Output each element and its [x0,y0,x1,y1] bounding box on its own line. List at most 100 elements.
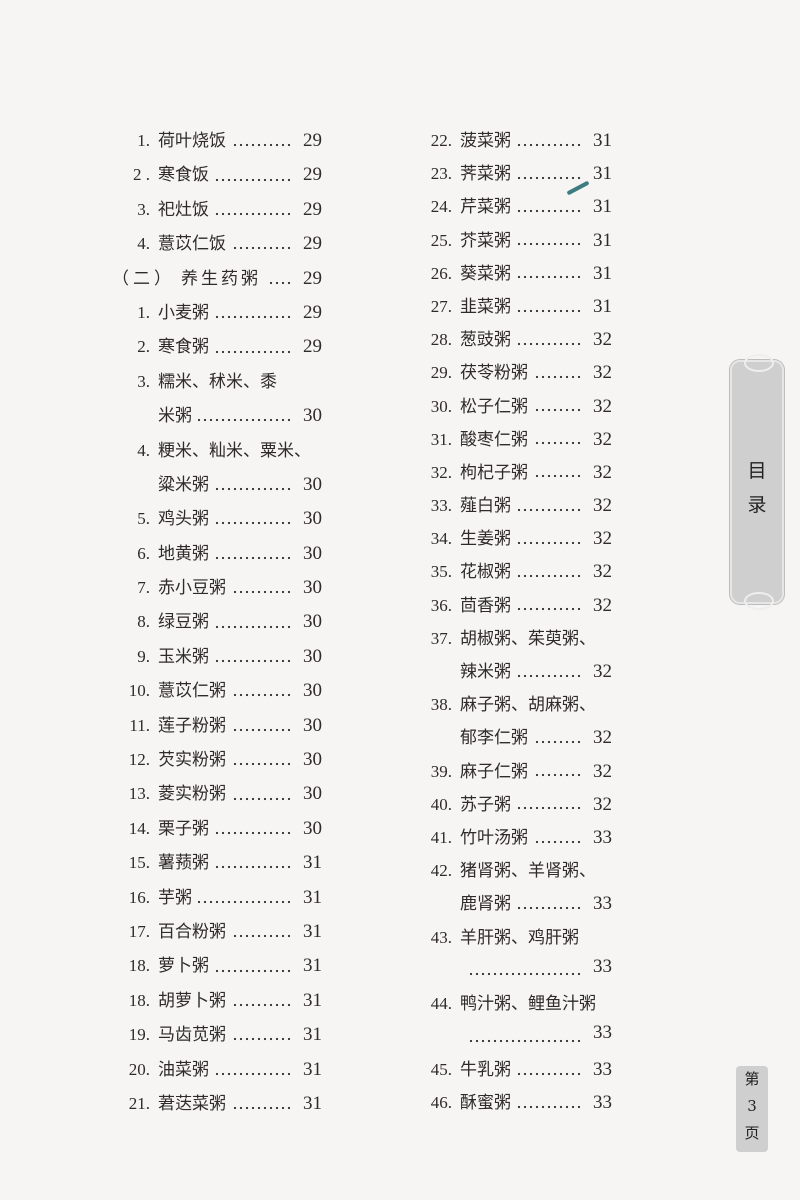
entry-page: 30 [303,645,322,667]
entry-number: 13. [128,784,150,804]
entry-page: 30 [303,817,322,839]
entry-number: 2. [137,337,150,357]
dot-leader [215,659,292,664]
entry-title: 葵菜粥 [460,263,511,284]
page-prefix: 第 [744,1070,760,1088]
dot-leader [232,1037,292,1042]
entry-title: 胡萝卜粥 [158,990,226,1011]
entry-title: 地黄粥 [158,543,209,564]
toc-entry: 43. 羊肝粥、鸡肝粥 [412,923,612,956]
dot-leader [215,1071,292,1076]
dot-leader [517,905,582,910]
entry-number: 1. [137,131,150,150]
page-number: 第 3 页 [736,1066,768,1152]
entry-number: 10. [128,681,150,701]
entry-number: 18. [128,990,150,1010]
entry-title: 鹿肾粥 [460,894,511,915]
entry-number: 8. [137,612,150,632]
entry-page: 29 [303,164,322,186]
toc-entry: 粱米粥 30 [158,470,322,504]
entry-page: 30 [303,714,322,736]
dot-leader [215,315,292,320]
toc-entry: 4. 薏苡仁饭 29 [100,229,322,263]
entry-number: 45. [430,1060,452,1080]
toc-entry: 45. 牛乳粥 33 [412,1055,612,1088]
entry-page: 33 [593,1092,612,1114]
toc-entry: 29. 茯苓粉粥 32 [412,358,612,391]
toc-entry: 13. 菱实粉粥 30 [100,779,322,813]
entry-page: 33 [593,955,612,977]
dot-leader [232,796,292,801]
entry-number: 2 . [133,165,150,185]
entry-title: 玉米粥 [158,646,209,667]
entry-page: 30 [303,749,322,771]
toc-entry: 1. 荷叶烧饭 29 [100,126,322,160]
entry-number: 26. [430,263,452,283]
entry-number: 43. [430,927,452,947]
toc-entry: 24. 芹菜粥 31 [412,192,612,225]
toc-entry: 36. 茴香粥 32 [412,591,612,624]
entry-number: 46. [430,1093,452,1113]
section-tab-title: 目 录 [732,454,782,522]
entry-number: 4. [137,234,150,254]
page-number-value: 3 [747,1097,757,1115]
dot-leader [215,521,292,526]
entry-number: 14. [128,818,150,838]
entry-page: 32 [593,329,612,351]
entry-number: 4. [137,440,150,460]
entry-title: 鸭汁粥、鲤鱼汁粥 [460,993,596,1014]
toc-entry: 11. 莲子粉粥 30 [100,711,322,745]
entry-page: 32 [593,461,612,483]
toc-entry: 41. 竹叶汤粥 33 [412,823,612,856]
entry-title: 绿豆粥 [158,612,209,633]
dot-leader [232,693,292,698]
toc-entry: 46. 酥蜜粥 33 [412,1088,612,1121]
dot-leader [215,865,292,870]
toc-entry: 32. 枸杞子粥 32 [412,458,612,491]
entry-page: 31 [593,163,612,185]
entry-number: 27. [430,296,452,316]
section-heading: （二） [112,268,175,289]
dot-leader [534,374,582,379]
entry-page: 29 [303,233,322,255]
toc-entry: 23. 荠菜粥 31 [412,159,612,192]
entry-title: 芹菜粥 [460,197,511,218]
entry-title: 辣米粥 [460,662,511,682]
toc-entry: 37. 胡椒粥、茱萸粥、 [412,624,612,657]
section-tab: 目 录 [730,354,784,610]
entry-number: 7. [137,578,150,598]
entry-number: 23. [430,164,452,184]
entry-page: 30 [303,405,322,427]
entry-number: 15. [128,853,150,873]
entry-title: 栗子粥 [158,818,209,839]
entry-number: 44. [430,993,452,1013]
entry-number: 34. [430,529,452,549]
entry-number: 12. [128,750,150,770]
entry-title: 羊肝粥、鸡肝粥 [460,927,579,948]
dot-leader [517,540,582,545]
dot-leader [517,341,582,346]
toc-entry: 35. 花椒粥 32 [412,557,612,590]
entry-title: 芡实粉粥 [158,750,226,771]
toc-entry: 42. 猪肾粥、羊肾粥、 [412,856,612,889]
entry-number: 17. [128,921,150,941]
entry-number: 37. [430,628,452,648]
entry-page: 30 [303,783,322,805]
entry-page: 29 [303,130,322,151]
dot-leader [215,555,292,560]
entry-number: 11. [129,715,150,735]
entry-title: 赤小豆粥 [158,578,226,599]
entry-page: 30 [303,473,322,495]
toc-entry: 39. 麻子仁粥 32 [412,757,612,790]
dot-leader [517,142,582,147]
entry-page: 32 [593,760,612,782]
entry-page: 31 [593,196,612,218]
entry-page: 30 [303,611,322,633]
toc-entry: 4. 粳米、籼米、粟米、 [100,436,322,470]
entry-page: 32 [593,727,612,749]
entry-number: 41. [430,827,452,847]
entry-number: 32. [430,462,452,482]
toc-entry: 辣米粥 32 [460,657,612,690]
entry-title: 油菜粥 [158,1059,209,1080]
entry-page: 32 [593,661,612,682]
